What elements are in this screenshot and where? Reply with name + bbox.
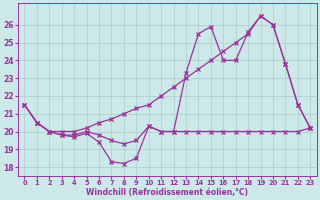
X-axis label: Windchill (Refroidissement éolien,°C): Windchill (Refroidissement éolien,°C) (86, 188, 248, 197)
